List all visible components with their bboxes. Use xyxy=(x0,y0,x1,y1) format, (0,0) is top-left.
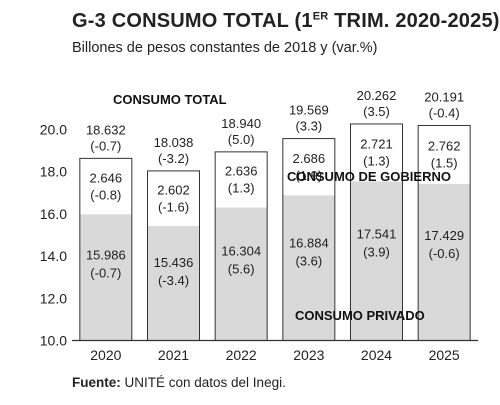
x-category-label: 2020 xyxy=(90,347,121,363)
y-tick-label: 14.0 xyxy=(40,248,67,264)
annotation-government: CONSUMO DE GOBIERNO xyxy=(287,169,451,184)
private-value-label: 17.541 xyxy=(357,227,397,242)
bar-government xyxy=(350,123,403,182)
private-var-label: (3.6) xyxy=(295,254,322,269)
government-value-label: 2.721 xyxy=(360,137,393,152)
bar-private xyxy=(350,181,403,341)
government-var-label: (1.9) xyxy=(295,168,322,183)
x-category-label: 2024 xyxy=(361,347,392,363)
bar-government xyxy=(282,138,335,196)
bar-private xyxy=(215,207,268,341)
y-tick-label: 16.0 xyxy=(40,206,67,222)
private-value-label: 17.429 xyxy=(424,228,464,243)
total-var-label: (3.5) xyxy=(363,104,390,119)
private-var-label: (-0.6) xyxy=(429,246,460,261)
x-category-label: 2022 xyxy=(226,347,257,363)
annotation-total: CONSUMO TOTAL xyxy=(113,92,227,107)
government-var-label: (1.3) xyxy=(228,181,255,196)
total-value-label: 20.262 xyxy=(357,88,397,103)
government-value-label: 2.646 xyxy=(90,170,123,185)
y-tick-label: 18.0 xyxy=(40,164,67,180)
title-superscript: ER xyxy=(312,10,329,23)
total-var-label: (-3.2) xyxy=(158,151,189,166)
bar-private xyxy=(418,183,471,341)
total-value-label: 18.940 xyxy=(221,116,261,131)
private-var-label: (-0.7) xyxy=(90,266,121,281)
source-note: Fuente: UNITÉ con datos del Inegi. xyxy=(72,375,286,390)
government-value-label: 2.762 xyxy=(428,139,461,154)
government-var-label: (1.3) xyxy=(363,154,390,169)
y-tick-label: 20.0 xyxy=(40,122,67,138)
source-label: Fuente: xyxy=(72,375,121,390)
title-rest: TRIM. 2020-2025) xyxy=(328,10,500,32)
total-value-label: 18.038 xyxy=(154,135,194,150)
private-value-label: 16.304 xyxy=(221,243,261,258)
private-var-label: (-3.4) xyxy=(158,273,189,288)
total-var-label: (5.0) xyxy=(228,132,255,147)
x-category-label: 2021 xyxy=(158,347,189,363)
private-var-label: (5.6) xyxy=(228,261,255,276)
title-main: G-3 CONSUMO TOTAL (1 xyxy=(72,10,313,32)
private-value-label: 15.986 xyxy=(86,248,126,263)
annotation-private: CONSUMO PRIVADO xyxy=(295,308,425,323)
government-value-label: 2.602 xyxy=(157,182,190,197)
private-value-label: 15.436 xyxy=(154,255,194,270)
bar-private xyxy=(147,225,200,341)
private-var-label: (3.9) xyxy=(363,245,390,260)
government-var-label: (-0.8) xyxy=(90,187,121,202)
x-category-label: 2025 xyxy=(429,347,460,363)
private-value-label: 16.884 xyxy=(289,236,329,251)
chart-title: G-3 CONSUMO TOTAL (1ER TRIM. 2020-2025) xyxy=(72,10,500,33)
government-value-label: 2.686 xyxy=(293,151,326,166)
source-text: UNITÉ con datos del Inegi. xyxy=(120,375,286,390)
bar-private xyxy=(79,214,132,341)
bar-government xyxy=(215,151,268,208)
government-var-label: (1.5) xyxy=(431,156,458,171)
bar-government xyxy=(418,125,471,184)
bar-private xyxy=(282,195,335,341)
bar-government xyxy=(147,170,200,226)
total-value-label: 18.632 xyxy=(86,122,126,137)
government-var-label: (-1.6) xyxy=(158,199,189,214)
bar-government xyxy=(79,158,132,215)
total-var-label: (-0.7) xyxy=(90,138,121,153)
total-var-label: (-0.4) xyxy=(429,105,460,120)
total-value-label: 19.569 xyxy=(289,103,329,118)
y-tick-label: 12.0 xyxy=(40,290,67,306)
total-value-label: 20.191 xyxy=(424,89,464,104)
y-tick-label: 10.0 xyxy=(40,333,67,349)
government-value-label: 2.636 xyxy=(225,164,258,179)
total-var-label: (3.3) xyxy=(295,119,322,134)
x-category-label: 2023 xyxy=(293,347,324,363)
chart-subtitle: Billones de pesos constantes de 2018 y (… xyxy=(72,40,378,56)
